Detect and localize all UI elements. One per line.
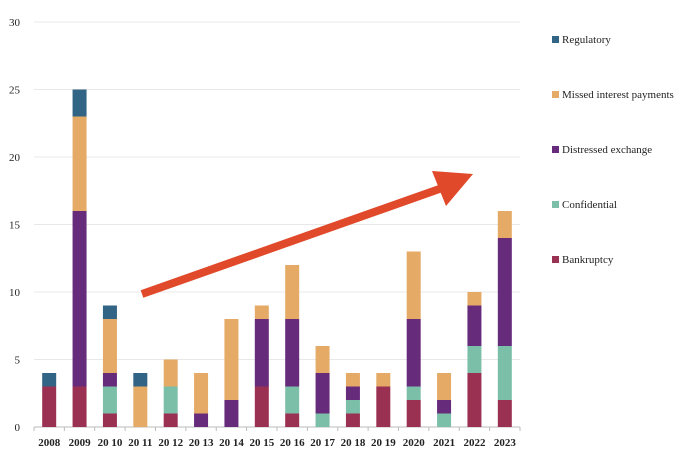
bar-segment-regulatory-2010 (102, 305, 117, 319)
bar-segment-missed-interest-payments-2018 (345, 373, 360, 387)
bar-segment-missed-interest-payments-2020 (406, 251, 421, 319)
x-tick-label: 20 15 (249, 437, 274, 449)
legend-swatch (552, 91, 559, 98)
bar-segment-missed-interest-payments-2019 (376, 373, 391, 387)
trend-arrow-head (432, 171, 473, 206)
x-tick-label: 20 14 (219, 437, 244, 449)
y-tick-label: 5 (15, 355, 21, 367)
bar-segment-bankruptcy-2018 (345, 413, 360, 427)
x-tick-label: 20 10 (98, 437, 123, 449)
bar-segment-missed-interest-payments-2012 (163, 359, 178, 387)
legend-swatch (552, 146, 559, 153)
bar-segment-distressed-exchange-2016 (285, 319, 300, 387)
bar-segment-confidential-2018 (345, 400, 360, 414)
legend-label: Regulatory (562, 34, 611, 46)
bar-segment-bankruptcy-2009 (72, 386, 87, 427)
bar-segment-bankruptcy-2008 (42, 386, 57, 427)
y-tick-label: 0 (15, 422, 21, 434)
x-tick-label: 2009 (69, 437, 92, 449)
bar-segment-confidential-2022 (467, 346, 482, 373)
bar-segment-confidential-2021 (437, 413, 452, 427)
bar-segment-regulatory-2009 (72, 89, 87, 117)
x-tick-label: 2021 (433, 437, 455, 449)
bar-segment-missed-interest-payments-2010 (102, 319, 117, 373)
bar-segment-distressed-exchange-2022 (467, 305, 482, 346)
bar-segment-missed-interest-payments-2011 (133, 386, 148, 427)
bar-segment-bankruptcy-2022 (467, 373, 482, 427)
bar-segment-confidential-2016 (285, 386, 300, 414)
bar-segment-confidential-2017 (315, 413, 330, 427)
legend-label: Confidential (562, 199, 617, 211)
y-tick-label: 30 (9, 17, 21, 29)
bar-segment-bankruptcy-2016 (285, 413, 300, 427)
bar-segment-missed-interest-payments-2013 (194, 373, 209, 414)
x-tick-label: 2008 (38, 437, 61, 449)
bar-segment-bankruptcy-2010 (102, 413, 117, 427)
legend-label: Distressed exchange (562, 144, 652, 156)
x-tick-label: 20 19 (371, 437, 396, 449)
bar-segment-missed-interest-payments-2017 (315, 346, 330, 373)
bar-segment-distressed-exchange-2020 (406, 319, 421, 387)
bar-segment-distressed-exchange-2023 (497, 238, 512, 346)
bar-segment-distressed-exchange-2018 (345, 386, 360, 400)
bar-segment-distressed-exchange-2010 (102, 373, 117, 387)
y-tick-label: 10 (9, 287, 21, 299)
y-tick-label: 25 (9, 85, 21, 97)
bar-segment-confidential-2023 (497, 346, 512, 400)
trend-arrow-shaft (140, 183, 447, 298)
bar-segment-confidential-2020 (406, 386, 421, 400)
bar-segment-missed-interest-payments-2022 (467, 292, 482, 306)
bar-segment-bankruptcy-2015 (254, 386, 269, 427)
legend-swatch (552, 36, 559, 43)
x-tick-label: 20 12 (158, 437, 183, 449)
bar-segment-distressed-exchange-2009 (72, 211, 87, 387)
bar-segment-regulatory-2011 (133, 373, 148, 387)
x-tick-label: 20 11 (128, 437, 152, 449)
legend-swatch (552, 256, 559, 263)
y-tick-label: 15 (9, 220, 21, 232)
bar-segment-regulatory-2008 (42, 373, 57, 387)
x-tick-label: 20 13 (189, 437, 214, 449)
bar-segment-missed-interest-payments-2023 (497, 211, 512, 238)
bar-segment-confidential-2012 (163, 386, 178, 414)
bar-segment-confidential-2010 (102, 386, 117, 414)
x-tick-label: 2022 (463, 437, 486, 449)
bar-segment-distressed-exchange-2014 (224, 400, 239, 427)
bar-segment-distressed-exchange-2017 (315, 373, 330, 414)
y-tick-label: 20 (9, 152, 21, 164)
x-tick-label: 20 16 (280, 437, 305, 449)
bar-segment-missed-interest-payments-2016 (285, 265, 300, 319)
bar-segment-distressed-exchange-2013 (194, 413, 209, 427)
bar-segment-bankruptcy-2020 (406, 400, 421, 427)
legend-label: Missed interest payments (562, 89, 674, 101)
bar-segment-distressed-exchange-2021 (437, 400, 452, 414)
bar-segment-bankruptcy-2019 (376, 386, 391, 427)
bar-segment-missed-interest-payments-2021 (437, 373, 452, 400)
x-tick-label: 2020 (403, 437, 426, 449)
bar-segment-missed-interest-payments-2009 (72, 116, 87, 211)
bar-segment-bankruptcy-2012 (163, 413, 178, 427)
bar-segment-missed-interest-payments-2015 (254, 305, 269, 319)
bar-segment-missed-interest-payments-2014 (224, 319, 239, 400)
legend-label: Bankruptcy (562, 254, 614, 266)
x-tick-label: 2023 (494, 437, 517, 449)
x-tick-label: 20 18 (341, 437, 366, 449)
bar-segment-bankruptcy-2023 (497, 400, 512, 427)
x-tick-label: 20 17 (310, 437, 335, 449)
legend-swatch (552, 201, 559, 208)
bar-segment-distressed-exchange-2015 (254, 319, 269, 387)
